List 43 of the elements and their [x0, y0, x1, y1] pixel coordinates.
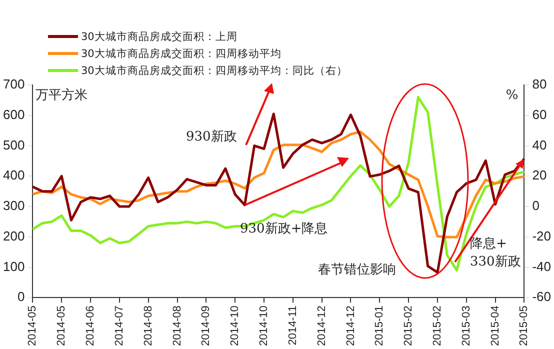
y-tick-label: 700 — [2, 76, 25, 92]
annotation: 930新政 — [186, 129, 237, 144]
x-tick-label: 2015-02 — [432, 306, 444, 346]
y2-tick-label: 60 — [532, 106, 547, 122]
y2-tick-label: -40 — [532, 258, 552, 274]
x-tick-label: 2014-10 — [229, 306, 242, 346]
x-tick-label: 2015-05 — [518, 306, 530, 346]
x-tick-label: 2015-03 — [460, 306, 472, 346]
legend-label: 30大城市商品房成交面积：上周 — [81, 30, 238, 44]
y2-tick-label: 80 — [532, 76, 547, 92]
y-tick-label: 400 — [2, 168, 25, 183]
x-tick-label: 2014-12 — [316, 306, 328, 346]
x-tick-label: 2014-10 — [258, 306, 270, 346]
x-tick-label: 2014-07 — [113, 306, 126, 346]
y-tick-label: 200 — [2, 228, 25, 244]
x-tick-label: 2014-05 — [56, 306, 68, 346]
y-tick-label: 100 — [2, 258, 25, 274]
y2-tick-label: -60 — [532, 289, 552, 304]
annotation: 降息+ 330新政 — [470, 236, 521, 270]
annotation: 930新政+降息 — [240, 221, 328, 236]
y2-tick-label: 0 — [532, 198, 540, 214]
y-tick-label: 300 — [2, 198, 25, 214]
y2-tick-label: 20 — [532, 168, 547, 183]
y-tick-label: 500 — [2, 137, 25, 152]
x-tick-label: 2015-02 — [402, 306, 415, 346]
y-tick-label: 0 — [17, 289, 25, 304]
annotation: 春节错位影响 — [318, 262, 396, 278]
x-tick-label: 2015-01 — [374, 306, 386, 346]
x-tick-label: 2014-08 — [142, 306, 154, 346]
y-tick-label: 600 — [2, 106, 25, 122]
legend-label: 30大城市商品房成交面积：四周移动平均 — [81, 46, 282, 60]
y2-tick-label: -20 — [532, 228, 552, 244]
x-tick-label: 2014-11 — [286, 306, 299, 346]
x-tick-label: 2014-05 — [26, 306, 39, 346]
x-tick-label: 2014-06 — [84, 306, 97, 346]
y2-axis-title: % — [506, 88, 518, 103]
legend-label: 30大城市商品房成交面积：四周移动平均：同比（右） — [81, 64, 348, 78]
x-tick-label: 2014-08 — [171, 306, 184, 346]
x-tick-label: 2015-04 — [489, 306, 502, 346]
y2-tick-label: 40 — [532, 137, 547, 152]
y-axis-title: 万平方米 — [36, 86, 88, 103]
x-tick-label: 2014-09 — [200, 306, 212, 346]
x-tick-label: 2014-12 — [344, 306, 357, 346]
